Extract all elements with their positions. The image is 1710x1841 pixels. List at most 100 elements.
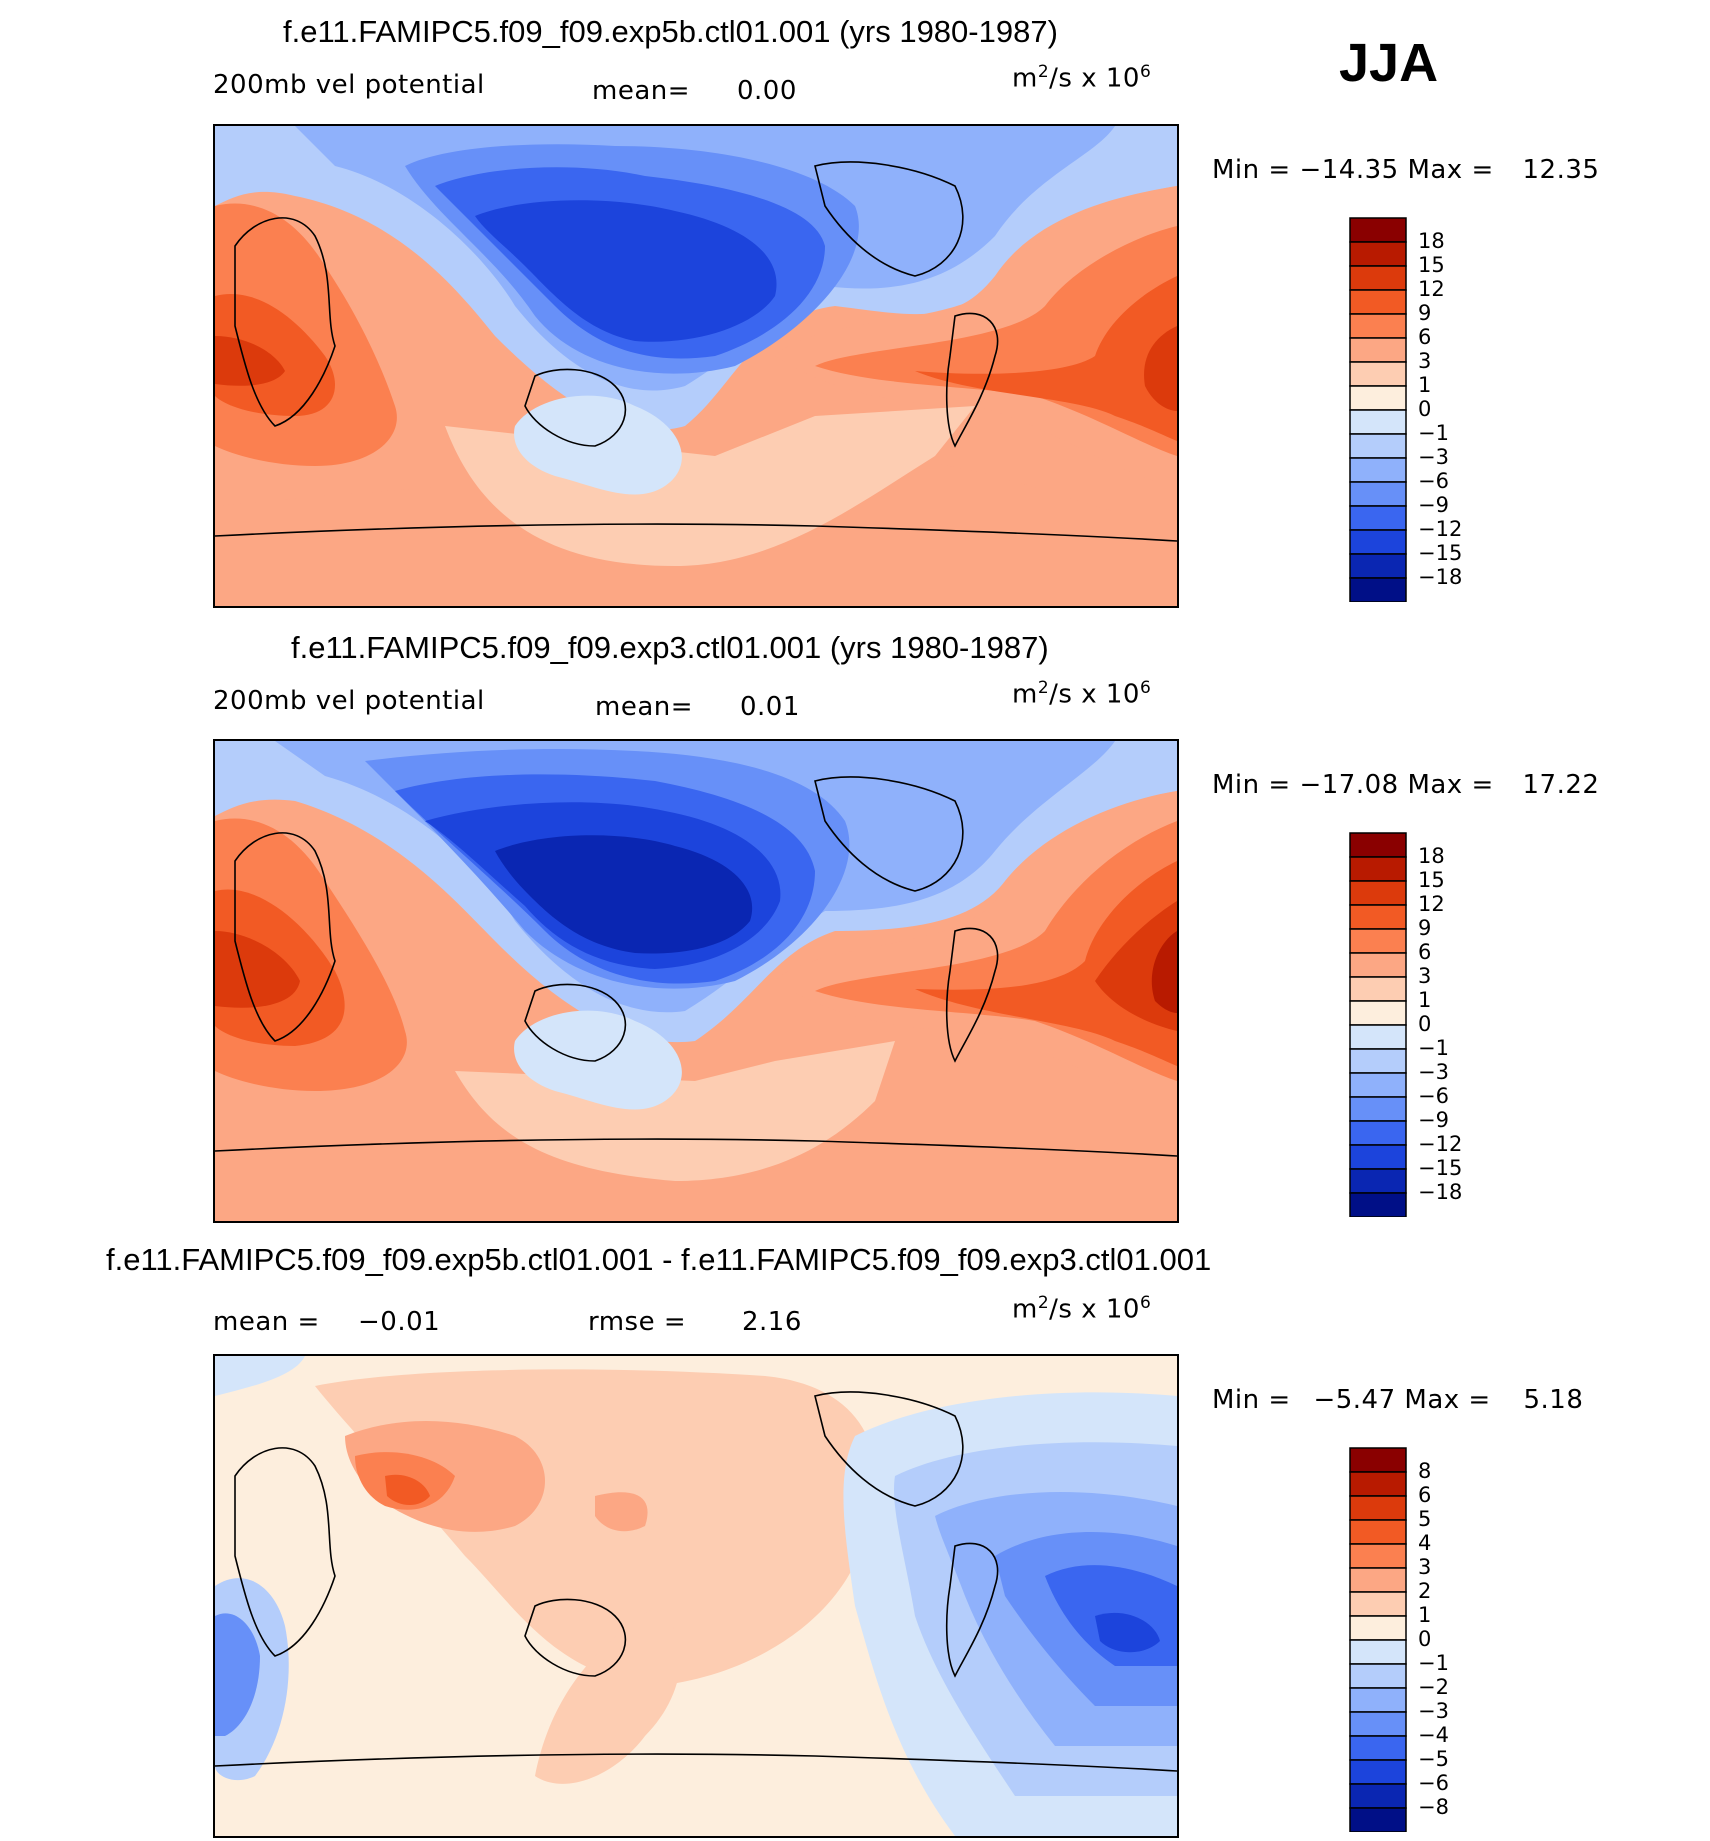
panel1-map: [213, 124, 1179, 608]
units-base: m: [1012, 679, 1038, 710]
colorbar-swatch: [1349, 952, 1407, 978]
colorbar-swatch: [1349, 241, 1407, 267]
panel1-units: m2/s x 106: [1012, 62, 1151, 94]
panel3-rmse-label: rmse =: [588, 1307, 687, 1337]
panel1-mean-value: 0.00: [737, 76, 797, 106]
colorbar-swatch: [1349, 313, 1407, 339]
colorbar-swatch: [1349, 1024, 1407, 1050]
colorbar-swatch: [1349, 1495, 1407, 1521]
colorbar-swatch: [1349, 409, 1407, 435]
colorbar-swatch: [1349, 289, 1407, 315]
colorbar-tick-label: −1: [1418, 1036, 1449, 1060]
colorbar-tick-label: 3: [1418, 349, 1432, 373]
units-base: m: [1012, 1294, 1038, 1325]
colorbar-tick-label: 3: [1418, 1555, 1432, 1579]
colorbar-svg: [1349, 1447, 1407, 1833]
colorbar-tick-label: 8: [1418, 1459, 1432, 1483]
colorbar-svg: [1349, 832, 1407, 1218]
colorbar-tick-label: 2: [1418, 1579, 1432, 1603]
colorbar-tick-label: −15: [1418, 541, 1463, 565]
season-label: JJA: [1339, 33, 1439, 93]
colorbar-swatch: [1349, 832, 1407, 858]
panel2-variable: 200mb vel potential: [213, 686, 485, 716]
panel3-units: m2/s x 106: [1012, 1293, 1151, 1325]
min-value: −5.47: [1313, 1385, 1396, 1415]
colorbar-tick-label: 1: [1418, 988, 1432, 1012]
colorbar-tick-label: −12: [1418, 517, 1463, 541]
colorbar-tick-label: 15: [1418, 868, 1445, 892]
colorbar-tick-label: −6: [1418, 1771, 1449, 1795]
panel3-minmax: Min = −5.47 Max = 5.18: [1212, 1385, 1583, 1415]
units-base: m: [1012, 63, 1038, 94]
colorbar-tick-label: 18: [1418, 844, 1445, 868]
panel1-variable: 200mb vel potential: [213, 70, 485, 100]
colorbar-swatch: [1349, 529, 1407, 555]
colorbar-tick-label: −3: [1418, 1060, 1449, 1084]
colorbar-tick-label: −6: [1418, 1084, 1449, 1108]
panel2-units: m2/s x 106: [1012, 678, 1151, 710]
units-mid: /s x 10: [1049, 679, 1140, 710]
colorbar-swatch: [1349, 1639, 1407, 1665]
colorbar-swatch: [1349, 385, 1407, 411]
colorbar-tick-label: 3: [1418, 964, 1432, 988]
max-value: 5.18: [1523, 1385, 1584, 1415]
max-value: 12.35: [1522, 155, 1600, 185]
units-pow: 6: [1139, 62, 1152, 82]
colorbar-tick-label: 0: [1418, 397, 1432, 421]
colorbar-swatch: [1349, 217, 1407, 243]
colorbar-tick-label: 12: [1418, 277, 1445, 301]
colorbar-tick-label: −3: [1418, 445, 1449, 469]
colorbar-tick-label: 0: [1418, 1627, 1432, 1651]
min-value: −17.08: [1299, 770, 1399, 800]
colorbar-swatch: [1349, 880, 1407, 906]
colorbar-swatch: [1349, 1000, 1407, 1026]
max-label: Max =: [1407, 770, 1494, 800]
colorbar-swatch: [1349, 361, 1407, 387]
max-value: 17.22: [1522, 770, 1600, 800]
colorbar-tick-label: −1: [1418, 1651, 1449, 1675]
colorbar-tick-label: 18: [1418, 229, 1445, 253]
colorbar-swatch: [1349, 1735, 1407, 1761]
colorbar-swatch: [1349, 1759, 1407, 1785]
colorbar-tick-label: −18: [1418, 565, 1463, 589]
colorbar-tick-label: 5: [1418, 1507, 1432, 1531]
colorbar-tick-label: −6: [1418, 469, 1449, 493]
colorbar-swatch: [1349, 1120, 1407, 1146]
colorbar-tick-label: 9: [1418, 916, 1432, 940]
panel3-title: f.e11.FAMIPC5.f09_f09.exp5b.ctl01.001 - …: [106, 1242, 1212, 1277]
colorbar-tick-label: −8: [1418, 1795, 1449, 1819]
colorbar-tick-label: 4: [1418, 1531, 1432, 1555]
panel3-mean-value: −0.01: [358, 1307, 441, 1337]
panel2-title: f.e11.FAMIPC5.f09_f09.exp3.ctl01.001 (yr…: [291, 630, 1049, 665]
units-pow: 6: [1139, 678, 1152, 698]
colorbar-swatch: [1349, 265, 1407, 291]
colorbar-tick-label: −9: [1418, 493, 1449, 517]
colorbar-swatch: [1349, 553, 1407, 579]
panel3-mean-label: mean =: [213, 1307, 320, 1337]
colorbar-tick-label: 6: [1418, 1483, 1432, 1507]
colorbar-tick-label: −15: [1418, 1156, 1463, 1180]
colorbar-tick-label: 0: [1418, 1012, 1432, 1036]
colorbar-tick-label: −3: [1418, 1699, 1449, 1723]
max-label: Max =: [1407, 155, 1494, 185]
min-label: Min =: [1212, 155, 1291, 185]
min-label: Min =: [1212, 1385, 1291, 1415]
colorbar-svg: [1349, 217, 1407, 603]
colorbar-swatch: [1349, 505, 1407, 531]
colorbar-tick-label: 6: [1418, 325, 1432, 349]
panel1-minmax: Min = −14.35 Max = 12.35: [1212, 155, 1599, 185]
panel2-map: [213, 739, 1179, 1223]
colorbar-tick-label: 1: [1418, 373, 1432, 397]
min-value: −14.35: [1299, 155, 1399, 185]
colorbar-swatch: [1349, 577, 1407, 603]
units-exp: 2: [1037, 1293, 1050, 1313]
colorbar-swatch: [1349, 976, 1407, 1002]
colorbar-swatch: [1349, 1567, 1407, 1593]
colorbar-swatch: [1349, 1144, 1407, 1170]
colorbar-tick-label: −9: [1418, 1108, 1449, 1132]
colorbar-swatch: [1349, 1519, 1407, 1545]
panel3-rmse-value: 2.16: [742, 1307, 802, 1337]
units-pow: 6: [1139, 1293, 1152, 1313]
colorbar-swatch: [1349, 1807, 1407, 1833]
colorbar-swatch: [1349, 1711, 1407, 1737]
